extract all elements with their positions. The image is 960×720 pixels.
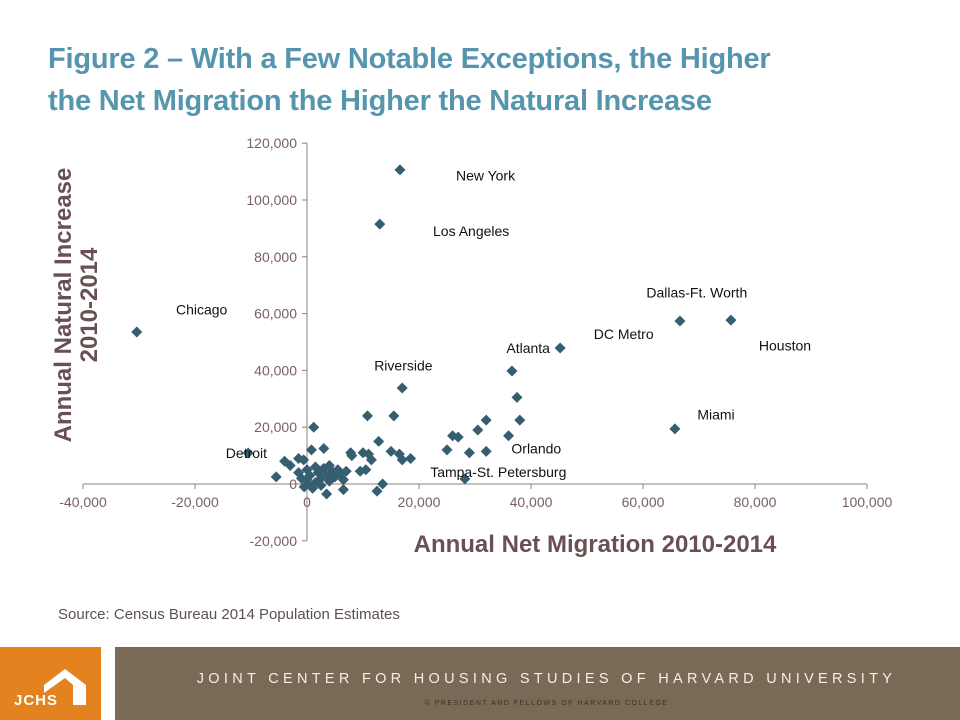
data-point-miami bbox=[669, 423, 681, 435]
x-tick-label: 60,000 bbox=[622, 494, 665, 510]
data-point bbox=[360, 464, 372, 476]
data-point-tampa-st-petersburg bbox=[459, 473, 471, 485]
data-point-dc-metro bbox=[554, 342, 566, 354]
data-label: Houston bbox=[759, 338, 811, 354]
y-tick-label: 80,000 bbox=[254, 249, 297, 265]
data-point-orlando bbox=[514, 414, 526, 426]
data-label: Miami bbox=[697, 407, 734, 423]
data-point bbox=[284, 460, 296, 472]
org-name: JOINT CENTER FOR HOUSING STUDIES OF HARV… bbox=[196, 671, 897, 687]
source-note: Source: Census Bureau 2014 Population Es… bbox=[58, 606, 400, 623]
data-point bbox=[452, 431, 464, 443]
point-labels: New York Los Angeles Chicago Dallas-Ft. Wor… bbox=[176, 168, 811, 480]
x-tick-label: 100,000 bbox=[842, 494, 893, 510]
data-point bbox=[385, 445, 397, 457]
data-point bbox=[345, 447, 357, 459]
jchs-logo: JCHS bbox=[0, 647, 101, 720]
data-point bbox=[318, 443, 330, 454]
data-label: DC Metro bbox=[594, 326, 654, 342]
copyright-note: © PRESIDENT AND FELLOWS OF HARVARD COLLE… bbox=[424, 700, 669, 707]
title-line-1: Figure 2 – With a Few Notable Exceptions… bbox=[48, 43, 771, 75]
data-point-houston bbox=[725, 314, 737, 326]
data-point-dallas-ft-worth bbox=[674, 315, 686, 327]
tick-labels: -40,000 -20,000 0 20,000 40,000 60,000 80,000 1… bbox=[59, 135, 892, 549]
data-point-riverside bbox=[396, 382, 408, 394]
y-tick-label: 60,000 bbox=[254, 306, 297, 322]
data-point bbox=[323, 460, 335, 472]
data-point bbox=[377, 478, 389, 490]
data-label: Dallas-Ft. Worth bbox=[646, 285, 747, 301]
data-point bbox=[293, 467, 305, 479]
y-tick-label: 40,000 bbox=[254, 362, 297, 378]
title-line-2: the Net Migration the Higher the Natural… bbox=[48, 85, 712, 117]
data-label: Atlanta bbox=[506, 340, 550, 356]
data-label: Detroit bbox=[226, 445, 267, 461]
y-tick-label: 20,000 bbox=[254, 419, 297, 435]
data-point bbox=[321, 488, 333, 500]
axes bbox=[82, 142, 868, 542]
data-label: Los Angeles bbox=[433, 223, 509, 239]
data-point bbox=[503, 430, 515, 442]
data-label: New York bbox=[456, 168, 516, 184]
y-tick-label: -20,000 bbox=[250, 533, 298, 549]
footer-bar: JOINT CENTER FOR HOUSING STUDIES OF HARV… bbox=[115, 647, 960, 720]
data-point bbox=[361, 410, 373, 422]
data-points bbox=[131, 164, 737, 500]
data-point bbox=[480, 414, 492, 426]
house-icon bbox=[44, 669, 86, 705]
x-tick-label: -40,000 bbox=[59, 494, 107, 510]
data-point bbox=[480, 445, 492, 457]
data-label: Chicago bbox=[176, 301, 228, 317]
y-axis-label-line-2: 2010-2014 bbox=[76, 247, 103, 362]
data-point bbox=[371, 485, 383, 497]
data-point bbox=[363, 448, 375, 460]
data-point bbox=[405, 452, 417, 464]
y-tick-label: 0 bbox=[289, 476, 297, 492]
x-axis-label: Annual Net Migration 2010-2014 bbox=[414, 531, 777, 558]
data-point-detroit bbox=[242, 447, 254, 459]
data-point-chicago bbox=[131, 326, 143, 338]
data-point bbox=[337, 474, 349, 486]
x-tick-label: 40,000 bbox=[510, 494, 553, 510]
x-tick-label: 20,000 bbox=[398, 494, 441, 510]
data-point-los-angeles bbox=[374, 218, 386, 230]
data-point bbox=[441, 444, 453, 456]
data-point bbox=[305, 444, 317, 456]
data-point bbox=[298, 454, 310, 466]
page-title: Figure 2 – With a Few Notable Exceptions… bbox=[48, 38, 928, 122]
data-point bbox=[337, 484, 349, 496]
x-tick-label: -20,000 bbox=[171, 494, 219, 510]
data-point bbox=[301, 474, 313, 486]
logo-text: JCHS bbox=[14, 692, 59, 709]
data-point bbox=[270, 471, 282, 483]
data-point bbox=[463, 447, 475, 459]
data-point-new-york bbox=[394, 164, 406, 176]
data-point bbox=[340, 465, 352, 477]
data-point bbox=[308, 421, 320, 433]
data-point bbox=[309, 477, 321, 489]
y-axis-label-line-1: Annual Natural Increase bbox=[50, 168, 77, 443]
data-point bbox=[472, 424, 484, 436]
x-tick-label: 80,000 bbox=[734, 494, 777, 510]
data-point bbox=[511, 391, 523, 403]
data-label: Tampa-St. Petersburg bbox=[430, 464, 566, 480]
scatter-chart: -40,000 -20,000 0 20,000 40,000 60,000 80,000 1… bbox=[50, 135, 893, 558]
data-point bbox=[396, 454, 408, 466]
data-point bbox=[373, 435, 385, 447]
y-axis-label: Annual Natural Increase 2010-2014 bbox=[50, 168, 103, 443]
data-label: Orlando bbox=[511, 441, 561, 457]
y-tick-label: 120,000 bbox=[246, 135, 297, 151]
data-point bbox=[388, 410, 400, 422]
data-point-atlanta bbox=[506, 365, 518, 377]
y-tick-label: 100,000 bbox=[246, 192, 297, 208]
data-label: Riverside bbox=[374, 357, 433, 373]
x-tick-label: 0 bbox=[303, 494, 311, 510]
